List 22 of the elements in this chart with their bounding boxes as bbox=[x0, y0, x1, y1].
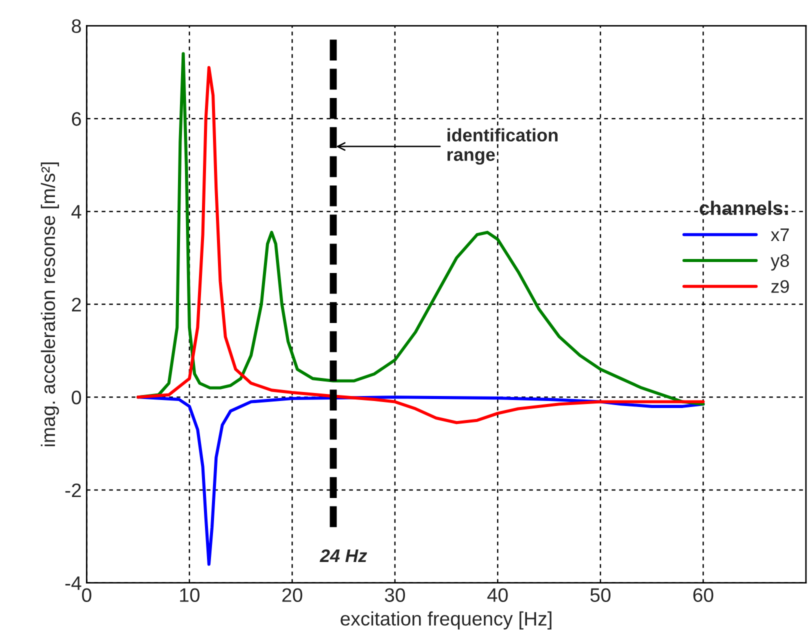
y-tick-label: -4 bbox=[65, 576, 82, 590]
legend-label: y8 bbox=[770, 254, 789, 271]
x-tick-label: 30 bbox=[384, 588, 405, 602]
legend-label: x7 bbox=[770, 228, 789, 241]
x-tick-label: 0 bbox=[82, 588, 92, 602]
ref-line-label: 24 Hz bbox=[320, 549, 368, 562]
y-tick-label: 0 bbox=[72, 390, 82, 404]
y-tick-label: 2 bbox=[72, 298, 81, 312]
legend-label: z9 bbox=[771, 280, 789, 293]
y-axis-title: imag. acceleration resonse [m/s²] bbox=[40, 162, 59, 446]
y-tick-label: 4 bbox=[71, 205, 82, 218]
x-tick-label: 50 bbox=[590, 588, 610, 602]
x-tick-label: 40 bbox=[487, 588, 508, 602]
x-axis-title: excitation frequency [Hz] bbox=[340, 611, 552, 630]
y-tick-label: 8 bbox=[72, 19, 81, 33]
annotation: identification range bbox=[448, 128, 558, 165]
y-tick-label: 6 bbox=[72, 112, 81, 126]
x-tick-label: 60 bbox=[693, 588, 714, 602]
y-tick-label: -2 bbox=[65, 483, 81, 498]
legend-title: channels: bbox=[700, 200, 788, 216]
x-tick-label: 10 bbox=[180, 588, 200, 602]
x-tick-label: 20 bbox=[282, 588, 302, 602]
